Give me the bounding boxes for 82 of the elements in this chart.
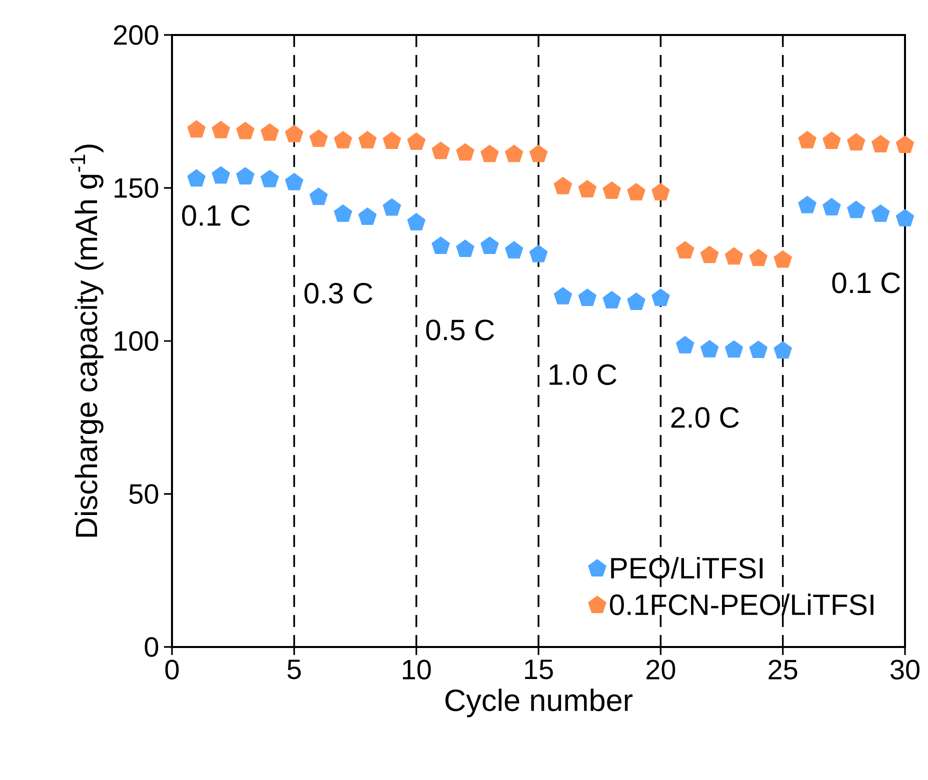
point [652,288,670,306]
point [187,120,206,138]
point [676,241,694,259]
point [798,130,816,148]
y-tick-label: 150 [114,178,158,198]
point [602,181,621,199]
point [749,248,768,266]
point [212,120,230,138]
point [676,336,694,354]
y-tick-label: 100 [114,331,158,351]
point [187,169,206,187]
point [554,176,572,194]
annotation: 0.3 C [304,282,372,304]
point [774,341,792,359]
point [480,144,499,162]
point [285,124,304,142]
legend-label: PEO/LiTFSI [611,557,763,579]
x-tick-label: 25 [768,660,798,680]
point [236,122,254,140]
point [724,247,744,265]
annotation: 2.0 C [671,407,739,428]
point [504,241,524,259]
annotation: 0.5 C [426,320,494,340]
point [309,188,328,205]
x-axis-title: Cycle number [445,688,633,718]
point [358,207,377,225]
x-tick-label: 15 [525,660,553,680]
x-tick-label: 5 [288,660,301,680]
point [432,236,450,254]
point [724,340,744,358]
point [260,170,279,188]
point [529,144,548,162]
point [309,129,328,147]
annotation: 1.0 C [550,364,616,386]
point [822,198,841,216]
point [432,142,450,160]
x-tick-label: 10 [402,660,431,680]
y-tick-label: 50 [129,484,158,504]
point [260,123,279,141]
point [554,287,572,304]
point [896,136,914,153]
y-axis-title: Discharge capacity (mAh g$^{-1}$) [70,144,104,537]
point [456,240,474,258]
point [896,208,914,226]
point [627,292,646,310]
y-tick-label: 200 [114,25,158,45]
point [627,182,646,200]
point [212,166,230,184]
point [602,290,621,308]
point [236,167,254,184]
y-tick-label: 0 [144,637,158,657]
point [358,130,377,148]
point [456,143,474,161]
point [822,132,841,149]
point [578,288,597,306]
point [749,340,768,358]
point [578,180,597,198]
point [504,144,524,162]
x-tick-label: 20 [646,660,676,680]
point [334,204,352,222]
point [382,132,402,149]
point [407,132,426,150]
point [382,198,402,216]
point [774,250,792,268]
point [407,212,426,230]
point [846,200,866,218]
x-tick-label: 0 [165,660,179,680]
annotation: 0.1 C [832,272,900,294]
point [700,340,719,358]
point [798,196,816,214]
point [480,236,499,254]
annotation: 0.1 C [182,205,250,226]
point [871,204,890,222]
point [285,172,304,190]
point [529,244,548,262]
legend-label: 0.1FCN-PEO/LiTFSI [610,594,874,616]
point [700,246,719,264]
point [871,134,890,152]
point [846,133,866,151]
x-tick-label: 30 [890,660,920,680]
point [652,182,670,200]
point [334,130,352,148]
